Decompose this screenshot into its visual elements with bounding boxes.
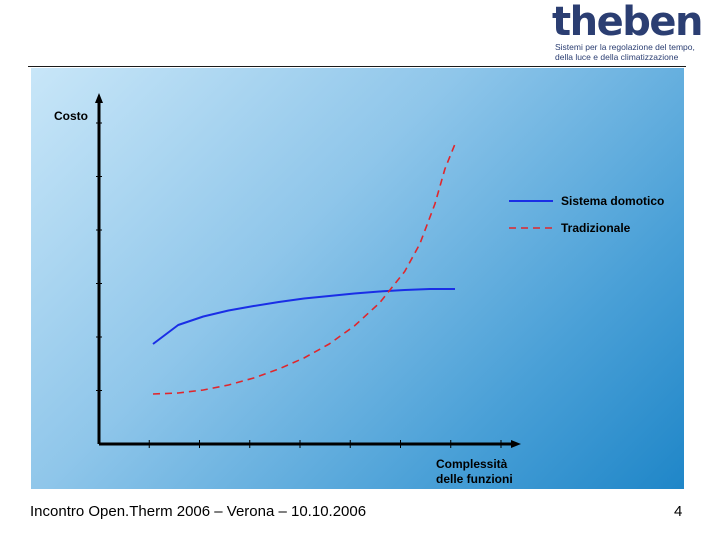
x-axis-label-line1: Complessità — [436, 457, 508, 471]
logo-tagline-1: Sistemi per la regolazione del tempo, — [555, 42, 695, 52]
page-number: 4 — [674, 503, 683, 520]
y-axis-label: Costo — [54, 109, 88, 123]
x-axis-label-line2: delle funzioni — [436, 472, 513, 486]
series-line-tradizionale — [152, 143, 456, 395]
theben-logo: theben Sistemi per la regolazione del te… — [552, 0, 718, 64]
y-axis-arrow — [95, 93, 103, 103]
logo-tagline-2: della luce e della climatizzazione — [555, 52, 679, 62]
x-axis-arrow — [511, 440, 521, 448]
legend-label-sistema-domotico: Sistema domotico — [561, 194, 664, 208]
cost-vs-complexity-chart: Costo Complessità delle funzioni Sistema… — [54, 93, 664, 486]
legend-label-tradizionale: Tradizionale — [561, 221, 631, 235]
footer-text: Incontro Open.Therm 2006 – Verona – 10.1… — [30, 503, 367, 520]
legend: Sistema domotico Tradizionale — [509, 194, 664, 235]
series-line-sistema-domotico — [152, 288, 455, 345]
logo-wordmark: theben — [552, 0, 703, 45]
chart-background — [31, 68, 684, 489]
header-rule — [28, 66, 686, 67]
